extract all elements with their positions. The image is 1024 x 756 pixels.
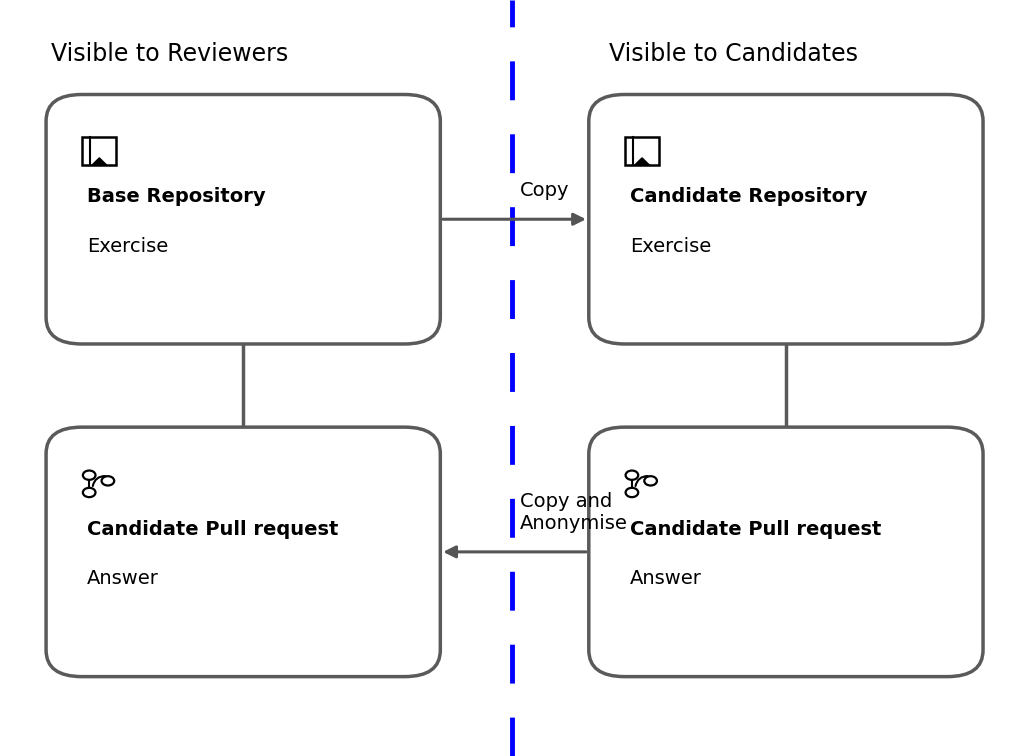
Text: Exercise: Exercise (630, 237, 711, 256)
FancyBboxPatch shape (46, 427, 440, 677)
Bar (82, 137, 117, 166)
FancyBboxPatch shape (589, 427, 983, 677)
Text: Candidate Repository: Candidate Repository (630, 187, 867, 206)
Text: Base Repository: Base Repository (87, 187, 265, 206)
Text: Answer: Answer (87, 569, 159, 588)
Text: Visible to Candidates: Visible to Candidates (609, 42, 858, 66)
Polygon shape (635, 158, 649, 166)
Bar (625, 137, 659, 166)
Text: Visible to Reviewers: Visible to Reviewers (51, 42, 289, 66)
Polygon shape (92, 158, 106, 166)
FancyBboxPatch shape (46, 94, 440, 344)
FancyBboxPatch shape (589, 94, 983, 344)
Text: Exercise: Exercise (87, 237, 168, 256)
Text: Copy and
Anonymise: Copy and Anonymise (520, 492, 628, 533)
Text: Copy: Copy (520, 181, 569, 200)
Text: Candidate Pull request: Candidate Pull request (630, 520, 881, 539)
Text: Answer: Answer (630, 569, 701, 588)
Text: Candidate Pull request: Candidate Pull request (87, 520, 338, 539)
